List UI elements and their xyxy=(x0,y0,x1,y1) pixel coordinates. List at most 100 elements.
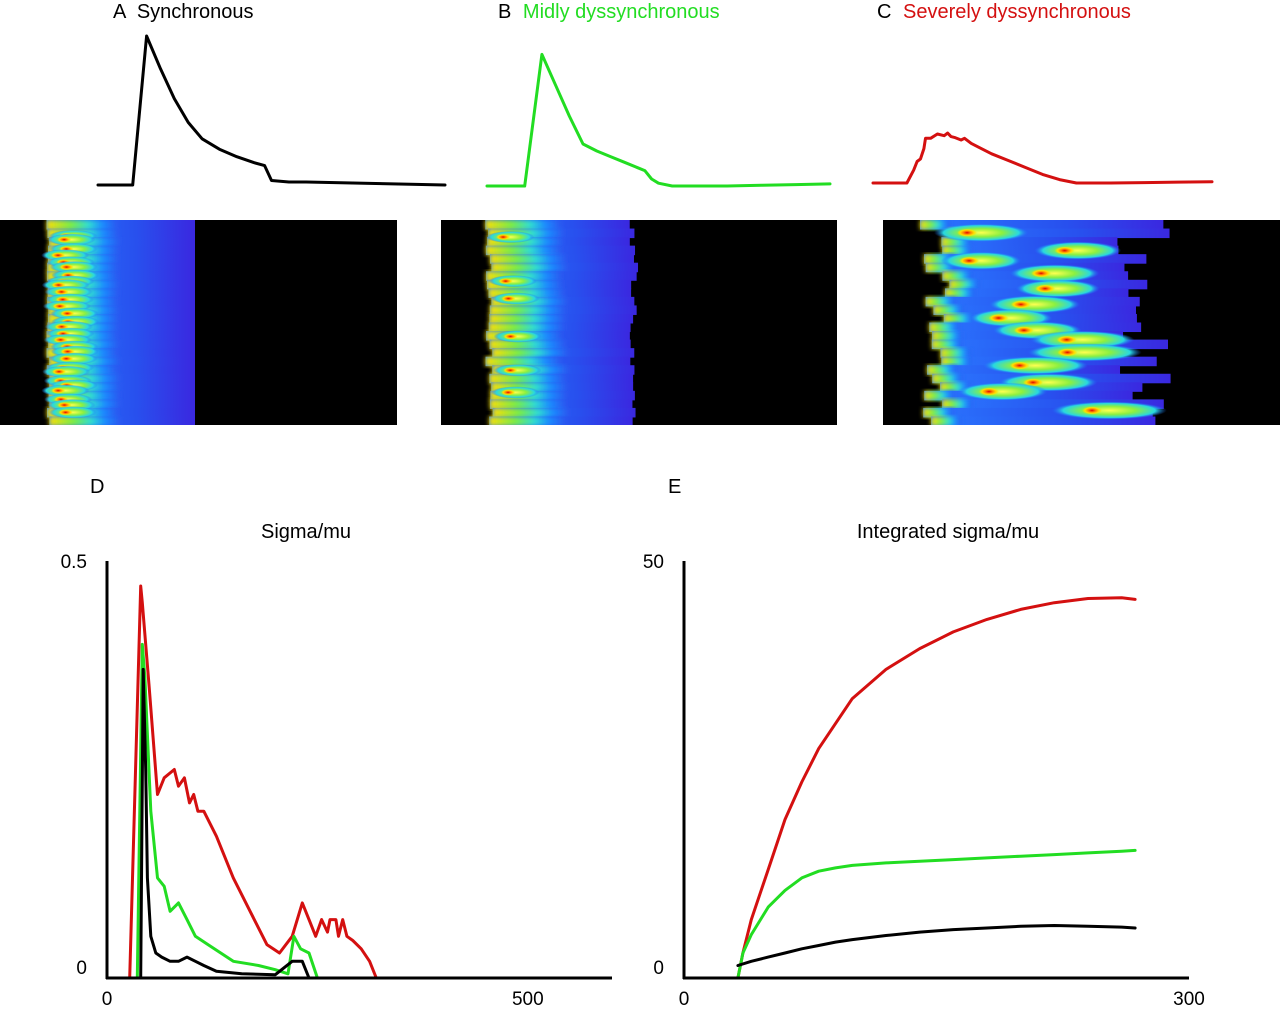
panel-e-x-tick-max: 300 xyxy=(1173,989,1205,1009)
heatmap-b-front-band xyxy=(485,356,561,367)
heatmap-c-front-band xyxy=(931,416,962,425)
heatmap-a-focus xyxy=(51,387,66,394)
heatmap-a-focus-halo xyxy=(41,384,90,397)
panel-c-title: C Severely dyssynchronous xyxy=(877,1,1131,23)
heatmap-c-front-band xyxy=(929,322,960,333)
heatmap-a-focus-halo xyxy=(47,233,96,246)
heatmap-c-front-band xyxy=(920,220,951,230)
heatmap-a-tail-band xyxy=(47,322,195,333)
heatmap-a-tail-band xyxy=(48,339,195,350)
heatmap-c-focus xyxy=(978,387,999,396)
heatmap-a-tail-band xyxy=(49,237,196,247)
heatmap-c-tail-band xyxy=(948,228,1170,239)
heatmap-b-focus-halo xyxy=(491,292,540,305)
heatmap-b-front-band xyxy=(492,407,568,418)
heatmap-b-focus xyxy=(501,389,516,396)
heatmap-a-tail-band xyxy=(46,365,195,375)
heatmap-a-focus xyxy=(59,264,74,271)
heatmap-c-focus xyxy=(1031,269,1052,278)
heatmap-a-tail-band xyxy=(46,348,195,358)
heatmap-b-focus xyxy=(498,278,513,285)
heatmap-a-focus-halo xyxy=(42,365,91,378)
heatmap-c-front-band xyxy=(942,399,973,409)
trace-b-line xyxy=(485,52,832,188)
heatmap-a-focus xyxy=(58,409,73,416)
heatmap-a-focus-halo xyxy=(50,307,99,320)
heatmap-c-tail-band xyxy=(942,245,1119,256)
panel-e-x-tick-min: 0 xyxy=(679,989,690,1009)
heatmap-c-front-band xyxy=(940,348,971,358)
heatmap-c-focus-halo xyxy=(982,356,1088,375)
heatmap-a-tail-band xyxy=(47,313,195,324)
heatmap-c-focus-halo xyxy=(1009,264,1100,283)
heatmap-a-tail-band xyxy=(48,245,195,256)
panel-e-series-sync xyxy=(736,924,1137,967)
heatmap-b-focus-halo xyxy=(493,330,542,343)
heatmap-b-front-band xyxy=(489,373,565,384)
heatmap-c-focus xyxy=(1057,348,1078,357)
panel-a-title: A Synchronous xyxy=(113,1,254,23)
heatmap-c-front-band xyxy=(925,296,956,307)
heatmap-c-focus xyxy=(959,256,980,265)
trace-c xyxy=(871,131,1214,185)
heatmap-a-focus xyxy=(60,310,75,317)
heatmap-b-front-band xyxy=(491,382,567,392)
panel-d-series-sync xyxy=(139,667,311,980)
panel-c-letter: C xyxy=(877,1,891,23)
heatmap-b-focus xyxy=(496,234,511,241)
heatmap-b-focus xyxy=(503,333,518,340)
heatmap-a-focus xyxy=(52,368,67,375)
heatmap-c-tail-band xyxy=(924,254,1147,264)
heatmap-b-front-band xyxy=(491,262,567,273)
heatmap-c-focus-halo xyxy=(1051,401,1167,420)
heatmap-c-front-band xyxy=(933,305,964,315)
trace-a xyxy=(96,34,447,187)
heatmap-c-focus xyxy=(1035,284,1056,293)
panel-d-x-tick-max: 500 xyxy=(512,989,544,1009)
heatmap-a-focus-halo xyxy=(48,406,97,419)
heatmap-c-front-band xyxy=(932,331,963,341)
heatmap-a-tail-band xyxy=(47,296,196,307)
heatmap-b-focus xyxy=(501,295,516,302)
heatmap-b-tail-band xyxy=(486,271,637,281)
heatmap-c-focus-halo xyxy=(934,223,1029,242)
heatmap-b-front-band xyxy=(485,220,561,230)
heatmap-c-front-band xyxy=(924,390,955,401)
heatmap-b-front-band xyxy=(489,399,565,409)
heatmap-c-tail-band xyxy=(942,399,1164,409)
panel-e-letter: E xyxy=(668,476,681,498)
heatmap-a-tail-band xyxy=(49,399,195,409)
heatmap-a-tail-band xyxy=(49,356,195,367)
panel-b-title: B Midly dyssynchronous xyxy=(498,1,720,23)
heatmap-c-tail-band xyxy=(941,237,1118,247)
heatmap-b-front-band xyxy=(489,313,565,324)
heatmap-a-tail-band xyxy=(46,331,196,341)
heatmap-c-focus xyxy=(1009,361,1030,370)
heatmap-b-focus-halo xyxy=(488,275,537,288)
panel-d-plot: 0.5 00 500 xyxy=(61,552,612,1009)
heatmap-c-front-band xyxy=(924,254,955,264)
heatmap-c-focus-halo xyxy=(988,295,1081,314)
heatmap-c-focus xyxy=(1081,406,1102,415)
heatmap-b-focus-halo xyxy=(493,364,542,377)
heatmap-c-focus-halo xyxy=(941,251,1022,270)
panel-d-title: Sigma/mu xyxy=(261,521,351,543)
heatmap-b-front-band xyxy=(488,288,564,298)
panel-d-y-tick-max: 0.5 xyxy=(61,552,87,573)
heatmap-a-focus xyxy=(54,288,69,295)
heatmap-a-tail-band xyxy=(47,254,196,264)
heatmap-c-front-band xyxy=(940,382,971,392)
panel-e-series-severe xyxy=(736,596,1137,980)
panel-d-series-mild xyxy=(135,642,319,980)
heatmap-b-focus xyxy=(503,367,518,374)
panel-c-name: Severely dyssynchronous xyxy=(903,1,1131,23)
panel-d-x-tick-min: 0 xyxy=(102,989,113,1009)
heatmap-c-front-band xyxy=(932,373,963,384)
heatmap-c-tail-band xyxy=(923,407,1153,418)
heatmap-c-focus xyxy=(1013,326,1034,335)
panel-a-name: Synchronous xyxy=(137,1,254,23)
heatmap-c-front-band xyxy=(941,356,972,367)
trace-a-line xyxy=(96,34,447,187)
heatmap-c-front-band xyxy=(943,313,974,324)
heatmap-c-front-band xyxy=(925,262,956,273)
